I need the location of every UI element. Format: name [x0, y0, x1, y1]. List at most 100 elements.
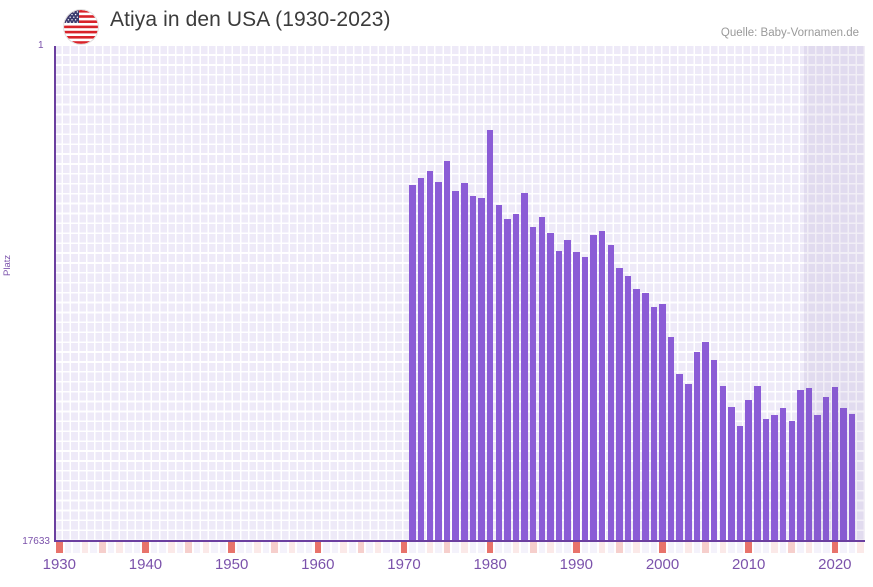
- x-tick-1995: [616, 542, 623, 553]
- x-tick-1938: [124, 542, 132, 553]
- bar: [590, 235, 597, 541]
- x-tick-1991: [581, 542, 589, 553]
- x-tick-1955: [271, 542, 279, 553]
- x-tick-2008: [728, 542, 735, 553]
- x-tick-1931: [64, 542, 72, 553]
- x-tick-1954: [262, 542, 270, 553]
- bar: [650, 307, 658, 541]
- x-tick-1975: [443, 542, 451, 553]
- x-tick-1984: [521, 542, 528, 553]
- x-tick-1963: [340, 542, 347, 553]
- x-tick-1971: [409, 542, 416, 553]
- bar: [667, 336, 675, 541]
- bar: [685, 384, 692, 541]
- x-tick-1965: [357, 542, 365, 553]
- bar: [745, 399, 752, 541]
- x-axis-label-2000: 2000: [645, 556, 680, 573]
- bar: [598, 231, 606, 541]
- x-tick-1994: [607, 542, 615, 553]
- x-axis-label-1970: 1970: [387, 556, 421, 573]
- bar: [555, 250, 563, 541]
- x-tick-2022: [848, 542, 856, 553]
- x-tick-2005: [702, 542, 709, 553]
- bar: [805, 388, 813, 541]
- x-tick-1944: [176, 542, 184, 553]
- x-tick-1968: [383, 542, 391, 553]
- bar: [710, 360, 718, 541]
- x-tick-1977: [461, 542, 468, 553]
- x-tick-1930: [56, 542, 63, 553]
- x-tick-1988: [555, 542, 563, 553]
- chart-header: Atiya in den USA (1930-2023) Quelle: Bab…: [0, 0, 873, 46]
- bar: [478, 197, 485, 541]
- x-tick-1950: [228, 542, 235, 553]
- x-tick-1956: [280, 542, 287, 553]
- x-tick-1974: [435, 542, 442, 553]
- x-tick-1978: [469, 542, 477, 553]
- x-tick-1951: [236, 542, 244, 553]
- x-tick-2013: [771, 542, 778, 553]
- x-axis-label-1960: 1960: [301, 556, 335, 573]
- x-tick-1970: [400, 542, 408, 553]
- x-axis-tick-marks: [55, 542, 865, 554]
- x-tick-1967: [374, 542, 382, 553]
- x-tick-1947: [202, 542, 210, 553]
- bar: [547, 232, 554, 541]
- y-axis-line: [54, 46, 56, 542]
- x-tick-1949: [219, 542, 227, 553]
- x-tick-2006: [710, 542, 718, 553]
- x-tick-2000: [659, 542, 666, 553]
- x-tick-1989: [564, 542, 571, 553]
- bar: [736, 426, 744, 541]
- x-tick-2010: [745, 542, 752, 553]
- x-tick-1964: [348, 542, 356, 553]
- x-tick-1976: [452, 542, 459, 553]
- x-tick-1961: [323, 542, 330, 553]
- x-tick-1998: [641, 542, 649, 553]
- x-tick-1969: [392, 542, 399, 553]
- bar: [573, 252, 580, 541]
- bar: [728, 406, 735, 541]
- x-tick-2003: [685, 542, 692, 553]
- x-tick-2018: [814, 542, 821, 553]
- x-axis-label-1980: 1980: [473, 556, 507, 573]
- x-tick-2014: [779, 542, 787, 553]
- bar: [495, 204, 503, 541]
- bar: [659, 304, 666, 541]
- bar: [779, 408, 787, 541]
- bar: [409, 184, 416, 541]
- bar: [676, 374, 683, 541]
- x-axis-label-1930: 1930: [42, 556, 76, 573]
- x-tick-1987: [547, 542, 554, 553]
- bar: [754, 385, 761, 541]
- x-tick-1939: [133, 542, 141, 553]
- x-tick-2015: [788, 542, 796, 553]
- bar: [529, 227, 537, 541]
- x-tick-1982: [504, 542, 511, 553]
- x-tick-1985: [529, 542, 537, 553]
- x-tick-2020: [831, 542, 839, 553]
- x-tick-1934: [90, 542, 98, 553]
- bar: [831, 387, 839, 541]
- bar: [633, 288, 640, 541]
- x-tick-2021: [840, 542, 847, 553]
- bar: [642, 293, 649, 541]
- bar: [788, 420, 795, 541]
- bar: [538, 217, 546, 541]
- x-tick-1983: [512, 542, 520, 553]
- bar: [702, 342, 709, 541]
- x-tick-1962: [331, 542, 339, 553]
- x-tick-2017: [805, 542, 813, 553]
- bar: [426, 170, 434, 541]
- x-tick-2004: [693, 542, 701, 553]
- x-tick-1980: [486, 542, 494, 553]
- bar: [452, 190, 459, 541]
- x-tick-2002: [676, 542, 684, 553]
- bar: [719, 385, 727, 541]
- x-tick-2009: [736, 542, 744, 553]
- x-tick-1997: [633, 542, 640, 553]
- bar: [512, 214, 520, 541]
- x-tick-2001: [667, 542, 675, 553]
- bar: [771, 415, 778, 541]
- x-tick-1942: [159, 542, 166, 553]
